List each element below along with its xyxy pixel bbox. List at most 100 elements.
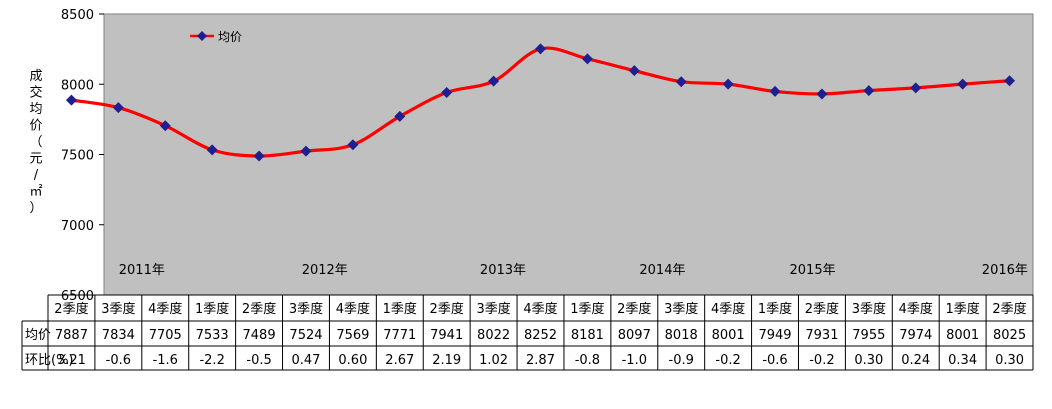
data-point: [159, 120, 171, 132]
table-header-cell: 3季度: [476, 301, 510, 317]
table-header-cell: 2季度: [617, 301, 651, 317]
table-header-cell: 3季度: [101, 301, 135, 317]
data-point: [441, 87, 453, 99]
table-header-cell: 1季度: [570, 301, 604, 317]
table-cell-price: 8022: [477, 328, 510, 343]
table-cell-change: -0.5: [246, 353, 271, 368]
table-header-cell: 3季度: [664, 301, 698, 317]
table-cell-price: 8001: [946, 328, 979, 343]
data-point: [300, 145, 312, 157]
table-header-cell: 4季度: [336, 301, 370, 317]
data-point: [957, 78, 969, 90]
legend: 均价: [190, 30, 242, 44]
table-header-cell: 4季度: [711, 301, 745, 317]
table-cell-change: 0.24: [901, 353, 930, 368]
y-axis-title-char: ㎡: [29, 185, 42, 200]
data-point: [769, 85, 781, 97]
table-cell-change: 3.21: [57, 353, 86, 368]
y-tick-label: 8000: [61, 78, 94, 93]
table-cell-change: -0.2: [715, 353, 740, 368]
table-cell-price: 7887: [55, 328, 88, 343]
data-point: [816, 88, 828, 100]
data-point: [112, 102, 124, 114]
table-row-label: 环比(%): [25, 353, 74, 368]
data-table: 2季度 3季度 4季度 1季度 2季度 3季度 4季度 1季度 2季度 3季度 4季度 1季度 2季度 3…: [21, 294, 1034, 371]
data-point: [253, 150, 265, 162]
table-cell-price: 8001: [712, 328, 745, 343]
table-header-cell: 2季度: [54, 301, 88, 317]
table-cell-price: 7771: [383, 328, 416, 343]
table-cell-change: 0.30: [995, 353, 1024, 368]
data-point: [722, 78, 734, 90]
table-header-cell: 3季度: [289, 301, 323, 317]
table-header-cell: 4季度: [148, 301, 182, 317]
year-label: 2016年: [982, 263, 1028, 278]
y-axis-title-char: 均: [29, 102, 42, 117]
y-axis-title-char: 成: [29, 69, 42, 84]
table-cell-change: -0.8: [575, 353, 600, 368]
year-label: 2014年: [639, 263, 685, 278]
table-cell-change: 2.87: [526, 353, 555, 368]
table-cell-price: 8252: [524, 328, 557, 343]
y-axis-title-char: 元: [29, 152, 42, 167]
data-point: [910, 82, 922, 94]
table-cell-price: 7949: [758, 328, 791, 343]
table-cell-price: 8097: [618, 328, 651, 343]
y-axis-title-char: （: [29, 135, 42, 150]
data-point: [488, 75, 500, 87]
year-label: 2011年: [119, 263, 165, 278]
year-label: 2013年: [480, 263, 526, 278]
table-cell-change: 0.60: [338, 353, 367, 368]
data-point: [581, 53, 593, 65]
table-cell-change: -0.2: [809, 353, 834, 368]
y-axis: 6500 7000 7500 8000 8500: [61, 8, 104, 304]
table-header-cell: 4季度: [523, 301, 557, 317]
table-header-cell: 2季度: [992, 301, 1026, 317]
series-markers: [65, 43, 1016, 162]
table-cell-price: 7705: [149, 328, 182, 343]
table-header-cell: 4季度: [899, 301, 933, 317]
data-point: [1004, 75, 1016, 87]
data-point: [206, 144, 218, 156]
year-label: 2015年: [790, 263, 836, 278]
table-header-cell: 2季度: [242, 301, 276, 317]
y-axis-title-char: ）: [29, 201, 42, 216]
table-header-cell: 1季度: [195, 301, 229, 317]
data-point: [65, 94, 77, 106]
year-label: 2012年: [302, 263, 348, 278]
table-cell-price: 7533: [196, 328, 229, 343]
y-tick-label: 7500: [61, 149, 94, 164]
table-row-label: 均价: [25, 328, 51, 343]
table-header-cell: 2季度: [805, 301, 839, 317]
year-labels: 2011年 2012年 2013年 2014年 2015年 2016年: [119, 263, 1028, 278]
table-cell-price: 7489: [243, 328, 276, 343]
legend-marker: [197, 31, 207, 41]
table-cell-price: 7955: [852, 328, 885, 343]
table-header-cell: 1季度: [758, 301, 792, 317]
y-axis-title-char: 交: [29, 85, 42, 101]
table-cell-change: -1.0: [622, 353, 647, 368]
data-point: [863, 85, 875, 97]
table-cell-change: -1.6: [153, 353, 178, 368]
table-cell-price: 8181: [571, 328, 604, 343]
table-cell-change: 0.34: [948, 353, 977, 368]
y-tick-label: 7000: [61, 219, 94, 234]
table-cell-price: 7524: [289, 328, 322, 343]
table-cell-price: 7974: [899, 328, 932, 343]
table-cell-change: -0.6: [762, 353, 787, 368]
data-point: [347, 139, 359, 151]
data-point: [628, 65, 640, 77]
table-cell-change: 2.67: [385, 353, 414, 368]
table-cell-price: 7931: [805, 328, 838, 343]
table-cell-change: 0.47: [291, 353, 320, 368]
table-cell-change: -0.9: [669, 353, 694, 368]
data-point: [394, 110, 406, 122]
data-point: [675, 76, 687, 88]
data-point: [535, 43, 546, 55]
y-tick-label: 8500: [61, 8, 94, 23]
table-cell-price: 8018: [665, 328, 698, 343]
table-cell-change: 0.30: [854, 353, 883, 368]
table-cell-price: 7834: [102, 328, 135, 343]
